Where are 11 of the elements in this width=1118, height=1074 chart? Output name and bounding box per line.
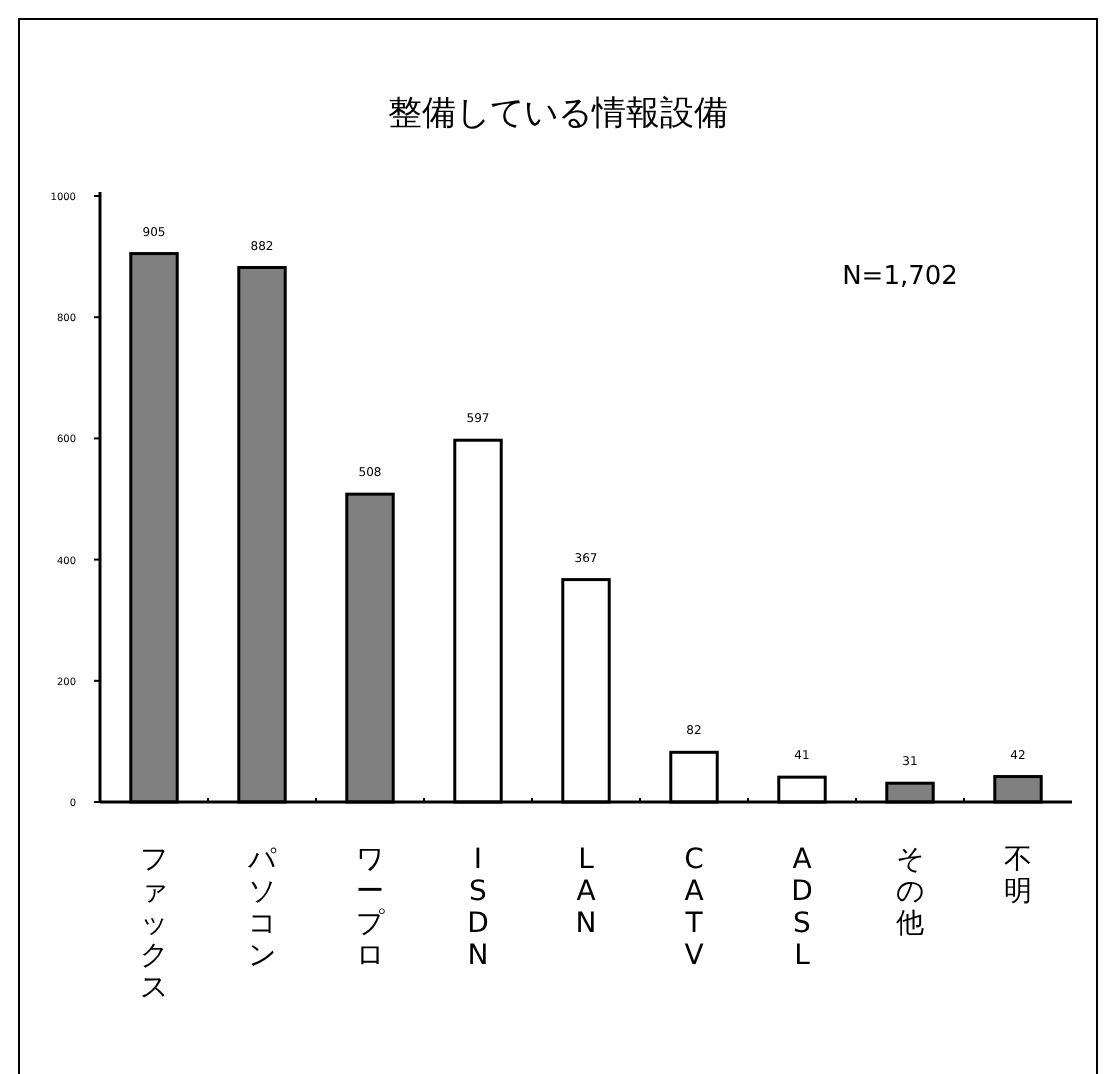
x-tick-label: ADSL [791, 844, 813, 972]
chart-title: 整備している情報設備 [388, 94, 728, 134]
x-tick-label: その他 [896, 844, 924, 940]
x-tick-label: CATV [683, 844, 705, 972]
x-tick-label: パソコン [246, 844, 278, 972]
x-tick-label: ISDN [467, 844, 489, 972]
x-tick-label: ファックス [140, 844, 168, 1004]
x-tick-label: ワープロ [356, 844, 386, 972]
x-tick-label: LAN [575, 844, 597, 940]
annotation: N=1,702 [842, 262, 958, 292]
x-tick-label: 不明 [1004, 844, 1032, 908]
